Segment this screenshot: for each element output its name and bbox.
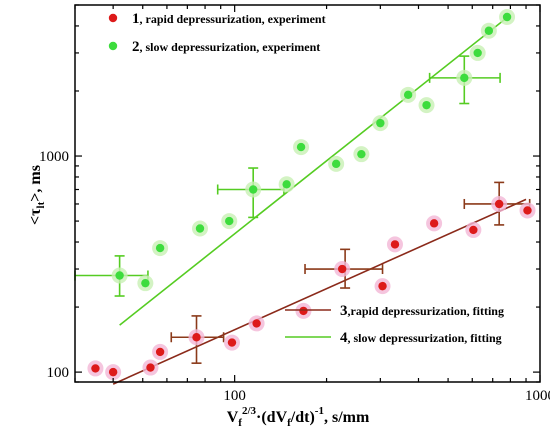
data-point-2 (282, 180, 291, 189)
data-point-2 (403, 90, 413, 100)
y-axis-title: <τlt>, ms (27, 165, 47, 225)
fit-line-4 (119, 14, 511, 326)
markers (87, 8, 536, 381)
data-point-1 (91, 364, 100, 373)
data-point-1 (390, 240, 400, 249)
data-point-2 (376, 118, 385, 128)
data-point-2 (460, 73, 469, 83)
x-tick-label: 100 (223, 388, 246, 404)
legend-text: , rapid depressurization, experiment (140, 12, 326, 26)
legend-number: 4 (340, 330, 348, 346)
plot-frame (74, 4, 541, 383)
data-point-1 (252, 319, 261, 328)
legend-number: 2 (132, 39, 140, 55)
data-point-2 (155, 243, 165, 253)
data-point-2 (357, 149, 366, 159)
data-point-1 (494, 199, 504, 209)
data-point-1 (469, 225, 478, 235)
legend-label-3: 3,rapid depressurization, fitting (340, 303, 504, 319)
legend-text: , slow depressurization, experiment (140, 40, 321, 54)
data-point-2 (115, 271, 124, 280)
data-point-2 (141, 278, 150, 288)
data-point-2 (296, 142, 306, 152)
data-point-2 (225, 216, 234, 226)
legend: 1, rapid depressurization, experiment2, … (108, 11, 504, 346)
data-point-2 (422, 100, 431, 110)
legend-marker-1 (108, 13, 118, 23)
data-point-2 (195, 224, 205, 233)
legend-label-4: 4, slow depressurization, fitting (340, 330, 502, 346)
data-point-1 (155, 347, 165, 357)
data-point-1 (108, 367, 118, 377)
legend-number: 1 (132, 11, 140, 27)
fit-lines (112, 14, 527, 385)
data-point-1 (227, 338, 237, 347)
data-point-1 (146, 363, 155, 372)
legend-label-2: 2, slow depressurization, experiment (132, 39, 320, 55)
y-tick-label: 1000 (39, 149, 69, 165)
legend-label-1: 1, rapid depressurization, experiment (132, 11, 326, 27)
data-point-2 (502, 12, 512, 22)
data-point-2 (484, 26, 494, 35)
data-point-1 (429, 219, 439, 228)
data-point-1 (299, 306, 308, 316)
data-point-2 (331, 159, 341, 169)
x-axis-title: Vf2/3·(dVf/dt)-1, s/mm (227, 405, 370, 429)
data-point-1 (378, 281, 387, 291)
data-point-2 (473, 48, 482, 58)
x-tick-label: 1000 (525, 388, 550, 404)
data-point-1 (337, 264, 347, 274)
legend-number: 3 (340, 303, 348, 319)
y-tick-label: 100 (47, 365, 70, 381)
data-point-1 (523, 206, 532, 215)
axes: 100 1000 100 1000 (39, 4, 550, 404)
legend-text: ,rapid depressurization, fitting (348, 304, 504, 318)
data-point-1 (192, 333, 201, 342)
data-point-2 (248, 185, 258, 194)
fit-line-3 (112, 198, 527, 385)
legend-marker-2 (108, 41, 118, 51)
legend-text: , slow depressurization, fitting (348, 331, 502, 345)
